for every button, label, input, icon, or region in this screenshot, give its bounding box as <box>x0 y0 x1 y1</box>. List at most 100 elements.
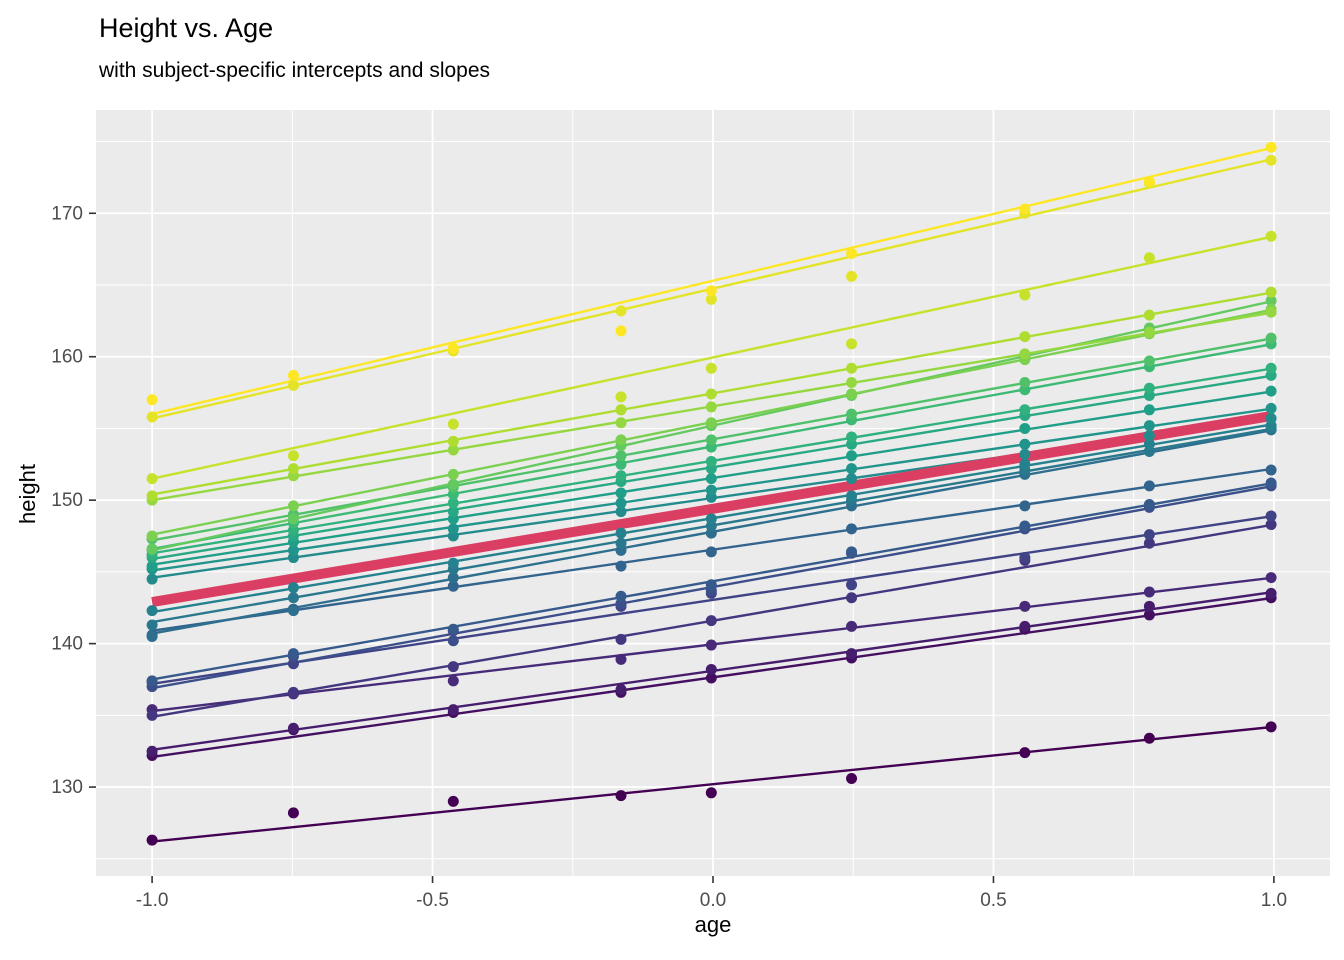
data-point <box>705 513 717 525</box>
data-point <box>1143 529 1155 541</box>
data-point <box>287 369 299 381</box>
data-point <box>1265 306 1277 318</box>
data-point <box>1143 586 1155 598</box>
data-point <box>146 605 158 617</box>
y-tick-label: 160 <box>51 347 83 368</box>
data-point <box>447 497 459 509</box>
data-point <box>146 530 158 542</box>
data-point <box>846 546 858 558</box>
data-point <box>615 537 627 549</box>
data-point <box>287 513 299 525</box>
data-point <box>846 450 858 462</box>
data-point <box>1019 348 1031 360</box>
data-point <box>1265 230 1277 242</box>
data-point <box>1019 331 1031 343</box>
data-point <box>146 709 158 721</box>
data-point <box>287 648 299 660</box>
data-point <box>846 523 858 535</box>
data-point <box>1143 355 1155 367</box>
data-point <box>705 787 717 799</box>
data-point <box>1019 377 1031 389</box>
x-axis-title: age <box>694 912 732 937</box>
data-point <box>615 487 627 499</box>
data-point <box>447 661 459 673</box>
data-point <box>705 579 717 591</box>
data-point <box>1143 309 1155 321</box>
data-point <box>1143 326 1155 338</box>
data-point <box>287 544 299 556</box>
data-point <box>615 497 627 509</box>
data-point <box>615 527 627 539</box>
data-point <box>846 648 858 660</box>
data-point <box>146 834 158 846</box>
data-point <box>615 404 627 416</box>
x-tick-label: -0.5 <box>416 890 449 911</box>
data-point <box>846 377 858 389</box>
data-point <box>1143 600 1155 612</box>
data-point <box>846 270 858 282</box>
data-point <box>447 435 459 447</box>
data-point <box>1143 404 1155 416</box>
data-point <box>1019 520 1031 532</box>
x-tick-label: -1.0 <box>136 890 169 911</box>
data-point <box>705 388 717 400</box>
data-point <box>1019 552 1031 564</box>
data-point <box>447 506 459 518</box>
subject-line <box>151 514 1275 685</box>
x-tick-label: 0.5 <box>980 890 1006 911</box>
data-point <box>846 772 858 784</box>
data-point <box>705 455 717 467</box>
data-point <box>615 450 627 462</box>
data-point <box>1143 382 1155 394</box>
data-point <box>1143 732 1155 744</box>
data-point <box>287 379 299 391</box>
data-point <box>1265 295 1277 307</box>
population-line <box>151 410 1275 607</box>
data-point <box>447 795 459 807</box>
data-point <box>1265 519 1277 531</box>
data-point <box>615 633 627 645</box>
data-point <box>705 417 717 429</box>
data-point <box>287 592 299 604</box>
data-point <box>1143 252 1155 264</box>
data-point <box>447 523 459 535</box>
data-point <box>287 582 299 594</box>
data-point <box>1265 464 1277 476</box>
data-point <box>146 745 158 757</box>
data-point <box>1019 600 1031 612</box>
data-point <box>615 391 627 403</box>
data-point <box>705 401 717 413</box>
data-point <box>146 543 158 555</box>
data-point <box>846 408 858 420</box>
data-point <box>1265 572 1277 584</box>
data-point <box>1019 438 1031 450</box>
data-point <box>615 684 627 696</box>
data-point <box>1265 402 1277 414</box>
data-point <box>846 362 858 374</box>
data-point <box>1265 412 1277 424</box>
data-point <box>615 790 627 802</box>
data-point <box>705 434 717 446</box>
data-point <box>447 623 459 635</box>
data-point <box>1143 537 1155 549</box>
y-tick-label: 130 <box>51 777 83 798</box>
chart-title: Height vs. Age <box>99 13 274 43</box>
data-point <box>287 686 299 698</box>
data-point <box>1019 203 1031 215</box>
data-point <box>287 722 299 734</box>
data-point <box>846 338 858 350</box>
y-tick-label: 150 <box>51 490 83 511</box>
data-point <box>615 325 627 337</box>
data-point <box>846 431 858 443</box>
data-point <box>1143 176 1155 188</box>
data-point <box>1265 332 1277 344</box>
data-point <box>447 444 459 456</box>
data-point <box>287 450 299 462</box>
data-point <box>846 473 858 485</box>
data-point <box>146 619 158 631</box>
data-point <box>846 388 858 400</box>
y-tick-label: 140 <box>51 634 83 655</box>
data-point <box>146 573 158 585</box>
data-point <box>615 560 627 572</box>
data-point <box>705 663 717 675</box>
